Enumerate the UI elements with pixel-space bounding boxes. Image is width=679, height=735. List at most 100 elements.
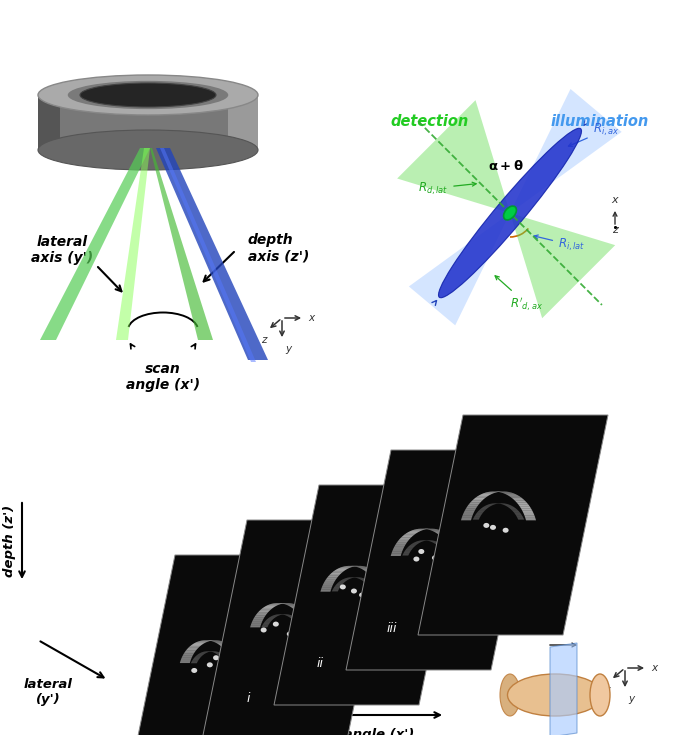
Polygon shape bbox=[218, 644, 230, 645]
Polygon shape bbox=[325, 579, 336, 581]
Polygon shape bbox=[411, 544, 418, 545]
Polygon shape bbox=[323, 583, 334, 585]
Polygon shape bbox=[324, 581, 335, 583]
Polygon shape bbox=[333, 588, 340, 589]
Polygon shape bbox=[130, 555, 320, 735]
Polygon shape bbox=[509, 496, 521, 498]
Polygon shape bbox=[485, 505, 493, 506]
Polygon shape bbox=[304, 625, 315, 628]
Polygon shape bbox=[257, 612, 268, 614]
Ellipse shape bbox=[414, 556, 420, 562]
Text: lateral
(y'): lateral (y') bbox=[24, 678, 73, 706]
Polygon shape bbox=[408, 531, 420, 532]
Polygon shape bbox=[346, 450, 536, 670]
Polygon shape bbox=[479, 509, 486, 511]
Polygon shape bbox=[409, 213, 510, 326]
Polygon shape bbox=[180, 661, 190, 663]
Polygon shape bbox=[219, 645, 231, 646]
Polygon shape bbox=[442, 537, 454, 539]
Polygon shape bbox=[191, 644, 203, 645]
Ellipse shape bbox=[261, 628, 267, 633]
Polygon shape bbox=[299, 615, 311, 617]
Polygon shape bbox=[522, 511, 534, 513]
Polygon shape bbox=[509, 508, 517, 509]
Polygon shape bbox=[508, 507, 515, 508]
Polygon shape bbox=[462, 515, 473, 517]
Polygon shape bbox=[227, 653, 238, 656]
Polygon shape bbox=[223, 648, 234, 649]
Polygon shape bbox=[187, 648, 198, 649]
Polygon shape bbox=[517, 503, 528, 504]
Polygon shape bbox=[449, 547, 460, 549]
Ellipse shape bbox=[483, 523, 490, 528]
Text: $R_{d,lat}$: $R_{d,lat}$ bbox=[418, 180, 476, 196]
Polygon shape bbox=[255, 615, 265, 617]
Polygon shape bbox=[519, 506, 531, 509]
Polygon shape bbox=[181, 659, 191, 661]
Polygon shape bbox=[250, 625, 261, 628]
Polygon shape bbox=[184, 652, 195, 653]
Polygon shape bbox=[513, 511, 519, 512]
Polygon shape bbox=[418, 415, 608, 635]
Polygon shape bbox=[402, 553, 409, 556]
Polygon shape bbox=[289, 617, 297, 618]
Ellipse shape bbox=[490, 525, 496, 530]
Polygon shape bbox=[221, 646, 232, 648]
Polygon shape bbox=[303, 621, 314, 623]
Ellipse shape bbox=[359, 592, 365, 598]
Polygon shape bbox=[365, 582, 372, 584]
Polygon shape bbox=[327, 576, 339, 577]
Polygon shape bbox=[447, 545, 459, 547]
Text: iii: iii bbox=[387, 622, 397, 635]
Polygon shape bbox=[332, 571, 344, 573]
Polygon shape bbox=[326, 577, 337, 579]
Polygon shape bbox=[403, 534, 415, 536]
Polygon shape bbox=[370, 576, 382, 577]
Polygon shape bbox=[367, 573, 379, 574]
Polygon shape bbox=[362, 569, 373, 570]
Polygon shape bbox=[524, 513, 534, 515]
Polygon shape bbox=[444, 553, 451, 556]
Polygon shape bbox=[293, 620, 300, 622]
Polygon shape bbox=[335, 585, 342, 587]
Polygon shape bbox=[190, 645, 202, 646]
Text: z: z bbox=[261, 335, 266, 345]
Polygon shape bbox=[221, 658, 228, 659]
Polygon shape bbox=[397, 541, 408, 542]
Polygon shape bbox=[38, 95, 258, 150]
Polygon shape bbox=[332, 589, 339, 592]
Polygon shape bbox=[471, 501, 482, 503]
Polygon shape bbox=[378, 589, 388, 592]
Polygon shape bbox=[196, 655, 204, 656]
Polygon shape bbox=[367, 585, 374, 587]
Polygon shape bbox=[220, 656, 227, 658]
Polygon shape bbox=[373, 579, 384, 581]
Polygon shape bbox=[228, 95, 258, 150]
Polygon shape bbox=[322, 585, 333, 587]
Polygon shape bbox=[293, 608, 304, 609]
Polygon shape bbox=[225, 650, 236, 652]
Polygon shape bbox=[401, 536, 413, 537]
Polygon shape bbox=[294, 622, 301, 623]
Polygon shape bbox=[507, 495, 519, 496]
Polygon shape bbox=[437, 545, 444, 546]
Polygon shape bbox=[268, 618, 274, 619]
Polygon shape bbox=[441, 548, 447, 551]
Polygon shape bbox=[215, 642, 227, 643]
Polygon shape bbox=[359, 567, 370, 568]
Polygon shape bbox=[445, 541, 456, 542]
Text: $R_{i,lat}$: $R_{i,lat}$ bbox=[534, 235, 585, 253]
Polygon shape bbox=[433, 531, 445, 532]
Polygon shape bbox=[304, 623, 314, 625]
Polygon shape bbox=[339, 567, 351, 568]
Ellipse shape bbox=[191, 668, 197, 673]
Polygon shape bbox=[521, 509, 532, 511]
Polygon shape bbox=[505, 494, 517, 495]
Polygon shape bbox=[374, 581, 385, 583]
Polygon shape bbox=[191, 662, 198, 663]
Polygon shape bbox=[370, 589, 378, 592]
Ellipse shape bbox=[287, 631, 293, 637]
Polygon shape bbox=[363, 581, 371, 582]
Polygon shape bbox=[469, 503, 481, 504]
Polygon shape bbox=[375, 583, 386, 585]
